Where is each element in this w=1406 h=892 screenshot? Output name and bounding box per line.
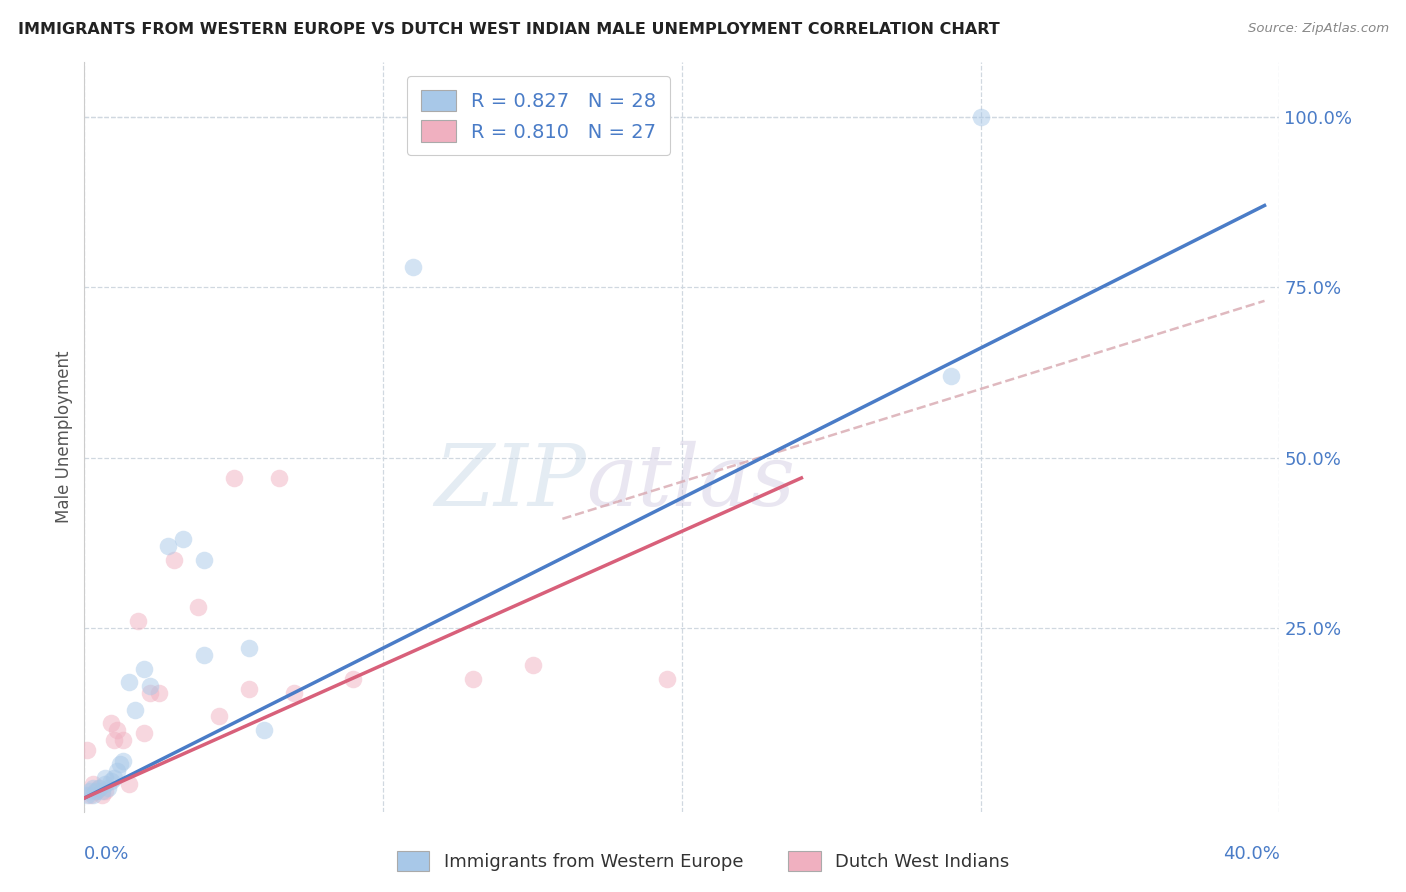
Point <box>970 110 993 124</box>
Point <box>89 780 111 795</box>
Y-axis label: Male Unemployment: Male Unemployment <box>55 351 73 524</box>
Point <box>193 648 215 662</box>
Legend: Immigrants from Western Europe, Dutch West Indians: Immigrants from Western Europe, Dutch We… <box>389 844 1017 879</box>
Point <box>82 777 104 791</box>
Point <box>118 675 141 690</box>
Point <box>105 723 128 737</box>
Text: ZIP: ZIP <box>434 441 586 524</box>
Point <box>91 784 114 798</box>
Point <box>132 726 156 740</box>
Text: atlas: atlas <box>586 441 796 524</box>
Point <box>157 539 180 553</box>
Point <box>124 702 146 716</box>
Point <box>94 784 117 798</box>
Point <box>110 757 132 772</box>
Point <box>193 552 215 566</box>
Point <box>402 260 425 274</box>
Point <box>86 784 108 798</box>
Text: Source: ZipAtlas.com: Source: ZipAtlas.com <box>1249 22 1389 36</box>
Text: 0.0%: 0.0% <box>84 846 129 863</box>
Point <box>172 533 194 547</box>
Point <box>82 780 104 795</box>
Point <box>283 685 305 699</box>
Point <box>208 709 231 723</box>
Point <box>163 552 186 566</box>
Point <box>94 771 117 785</box>
Point <box>522 658 544 673</box>
Point <box>86 784 108 798</box>
Text: 40.0%: 40.0% <box>1223 846 1279 863</box>
Point <box>655 672 678 686</box>
Point <box>103 771 125 785</box>
Point <box>79 788 101 802</box>
Point <box>139 679 162 693</box>
Text: IMMIGRANTS FROM WESTERN EUROPE VS DUTCH WEST INDIAN MALE UNEMPLOYMENT CORRELATIO: IMMIGRANTS FROM WESTERN EUROPE VS DUTCH … <box>18 22 1000 37</box>
Point <box>267 471 290 485</box>
Point <box>94 777 117 791</box>
Point <box>132 662 156 676</box>
Point <box>187 600 209 615</box>
Point <box>112 754 135 768</box>
Point <box>139 685 162 699</box>
Point <box>79 784 101 798</box>
Point <box>89 780 111 795</box>
Point <box>105 764 128 778</box>
Point <box>82 788 104 802</box>
Point <box>939 368 962 383</box>
Point <box>103 733 125 747</box>
Point <box>91 788 114 802</box>
Point <box>100 774 122 789</box>
Legend: R = 0.827   N = 28, R = 0.810   N = 27: R = 0.827 N = 28, R = 0.810 N = 27 <box>408 76 669 155</box>
Point <box>76 788 98 802</box>
Point <box>112 733 135 747</box>
Point <box>461 672 484 686</box>
Point <box>100 716 122 731</box>
Point <box>118 777 141 791</box>
Point <box>222 471 245 485</box>
Point <box>238 641 260 656</box>
Point <box>238 682 260 697</box>
Point <box>97 780 120 795</box>
Point <box>342 672 364 686</box>
Point <box>148 685 170 699</box>
Point <box>76 743 98 757</box>
Point <box>127 614 149 628</box>
Point <box>253 723 276 737</box>
